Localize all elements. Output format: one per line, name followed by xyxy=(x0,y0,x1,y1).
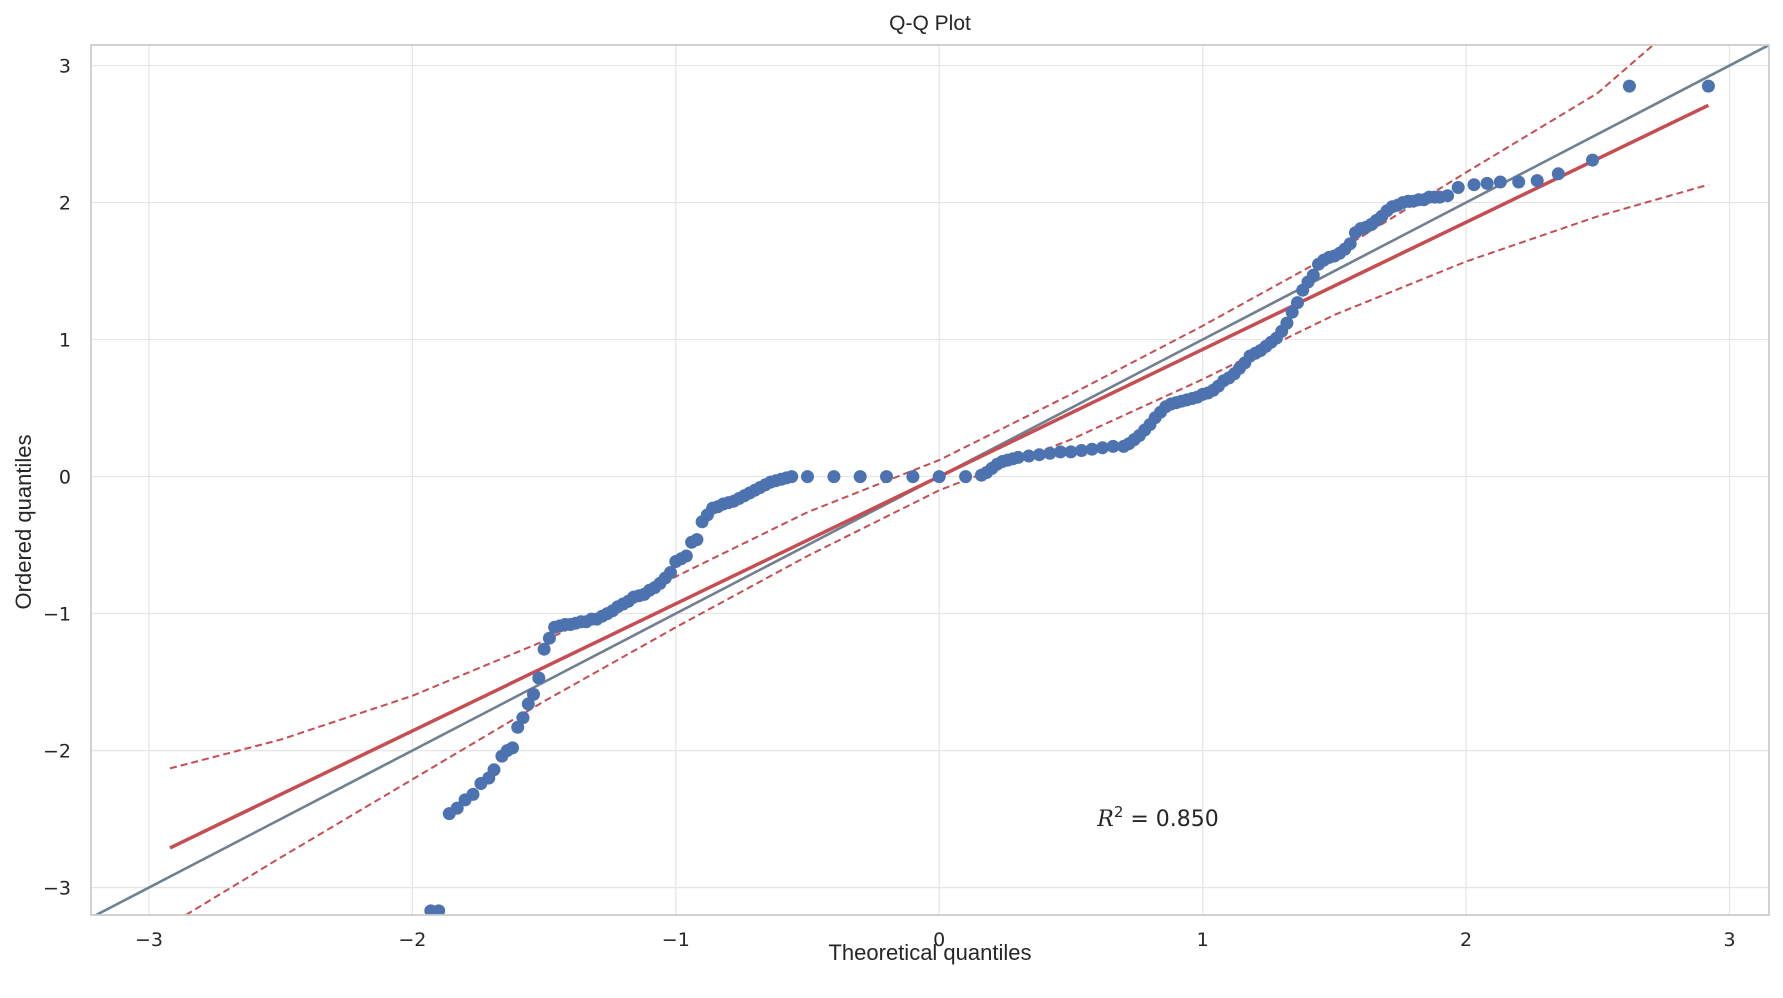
x-tick-label: 1 xyxy=(1197,929,1209,951)
data-point xyxy=(1064,445,1078,459)
y-tick-label: 0 xyxy=(59,467,71,489)
data-point xyxy=(1022,449,1036,463)
data-point xyxy=(1285,305,1299,319)
data-point xyxy=(1622,79,1636,93)
data-point xyxy=(542,631,556,645)
data-point xyxy=(853,470,867,484)
data-point xyxy=(532,671,546,685)
data-point xyxy=(1106,439,1120,453)
y-tick-label: 2 xyxy=(59,193,71,215)
y-tick-label: −2 xyxy=(43,741,71,763)
y-tick-labels: −3 −2 −1 0 1 2 3 xyxy=(43,56,71,900)
data-point xyxy=(679,549,693,563)
data-point xyxy=(1043,446,1057,460)
x-tick-label: 0 xyxy=(933,929,945,951)
data-point xyxy=(827,470,841,484)
x-tick-label: 3 xyxy=(1723,929,1735,951)
plot-area xyxy=(93,45,1769,915)
data-point xyxy=(1096,441,1109,455)
data-point xyxy=(1441,189,1455,203)
data-point xyxy=(1011,450,1025,464)
data-point xyxy=(537,642,551,656)
data-point xyxy=(1085,442,1099,456)
x-tick-labels: −3 −2 −1 0 1 2 3 xyxy=(135,929,1736,951)
data-point xyxy=(521,697,535,711)
confidence-band xyxy=(169,45,1709,915)
data-point xyxy=(1306,268,1320,282)
confidence-band-upper-line xyxy=(169,45,1654,770)
x-tick-label: 2 xyxy=(1460,929,1472,951)
data-point xyxy=(1530,174,1544,188)
data-point xyxy=(516,711,530,725)
data-point xyxy=(1451,181,1465,194)
y-tick-label: −1 xyxy=(43,604,71,626)
data-point xyxy=(1586,153,1599,167)
data-point xyxy=(690,533,704,547)
data-point xyxy=(1551,167,1565,181)
data-point xyxy=(880,470,893,484)
y-tick-label: −3 xyxy=(43,878,71,900)
data-point xyxy=(1480,176,1494,190)
data-point xyxy=(932,470,946,484)
data-point xyxy=(785,470,799,484)
data-point xyxy=(801,470,814,484)
x-tick-label: −1 xyxy=(662,929,690,951)
data-point xyxy=(432,904,446,915)
confidence-band-lower-line xyxy=(185,183,1709,915)
data-point xyxy=(1493,175,1507,189)
data-point xyxy=(1512,175,1526,189)
data-point xyxy=(959,470,973,484)
y-tick-label: 1 xyxy=(59,330,71,352)
data-point xyxy=(1053,445,1067,459)
data-point xyxy=(1075,444,1088,457)
data-point xyxy=(450,801,464,815)
chart-title: Q-Q Plot xyxy=(889,12,971,35)
data-point xyxy=(487,763,501,777)
data-point xyxy=(1343,237,1357,251)
y-tick-label: 3 xyxy=(59,56,71,78)
data-point xyxy=(1701,79,1715,93)
data-point xyxy=(1032,448,1046,462)
data-point xyxy=(511,720,525,734)
data-point xyxy=(664,566,677,579)
data-point xyxy=(1280,316,1294,330)
data-point xyxy=(506,741,519,755)
x-tick-label: −3 xyxy=(135,929,163,951)
data-point xyxy=(1291,296,1304,310)
y-axis-label: Ordered quantiles xyxy=(11,435,36,610)
data-point xyxy=(466,787,480,801)
data-point xyxy=(1467,178,1481,192)
data-point xyxy=(527,687,540,701)
plot-frame xyxy=(90,44,1770,916)
x-tick-label: −2 xyxy=(398,929,426,951)
data-point xyxy=(906,470,920,484)
x-axis-label: Theoretical quantiles xyxy=(828,940,1031,965)
grid-lines xyxy=(91,45,1769,915)
r-squared-annotation: R2 = 0.850 xyxy=(1096,803,1219,832)
data-points xyxy=(424,79,1715,915)
